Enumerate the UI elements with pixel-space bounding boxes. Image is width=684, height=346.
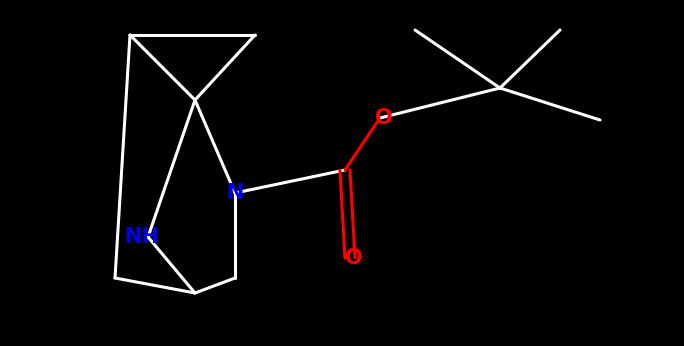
Text: O: O [376, 108, 393, 128]
Text: N: N [226, 183, 244, 203]
Text: NH: NH [124, 227, 159, 247]
Text: O: O [345, 248, 363, 268]
